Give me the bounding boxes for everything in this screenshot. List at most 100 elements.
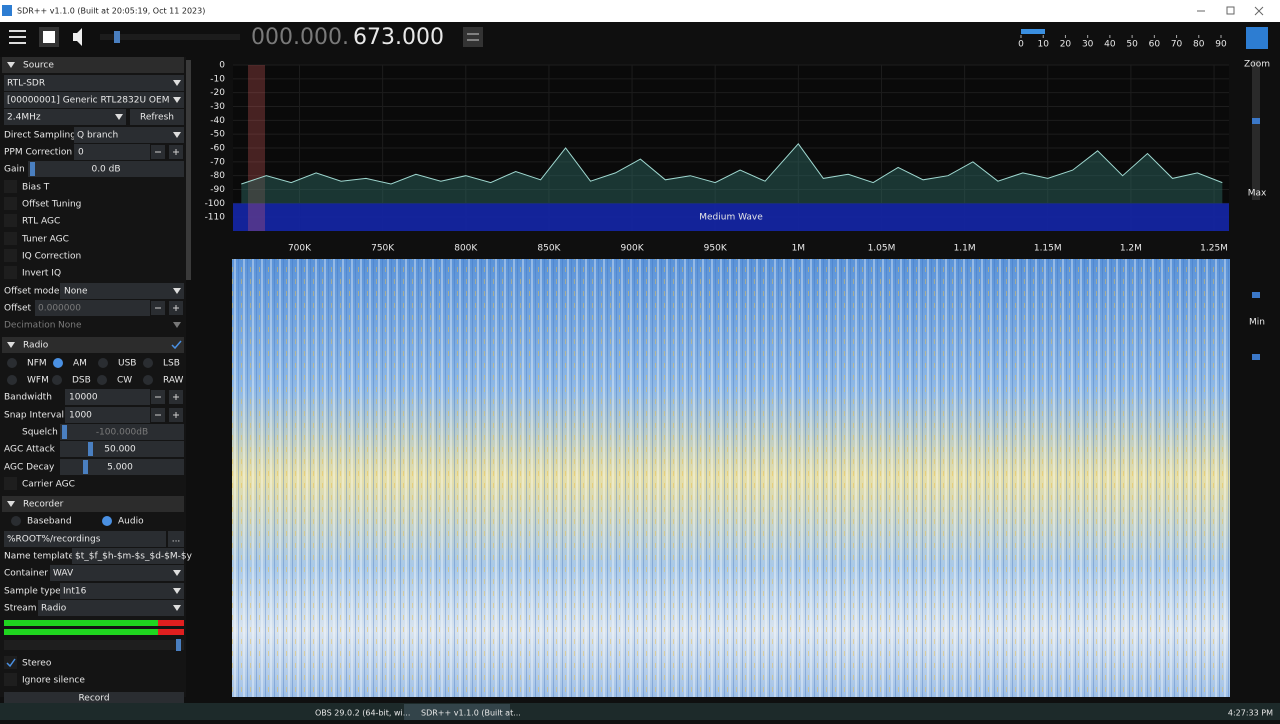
label: None — [58, 321, 82, 331]
label: Direct Sampling — [4, 131, 76, 141]
zoom-slider[interactable] — [1252, 60, 1260, 200]
y-tick-label: -40 — [210, 116, 225, 126]
label: [00000001] Generic RTL2832U OEM — [7, 96, 169, 106]
slider-handle[interactable] — [176, 639, 181, 651]
label: 0.0 dB — [91, 165, 120, 175]
input-box[interactable] — [60, 424, 184, 440]
label: 2.4MHz — [7, 113, 41, 123]
radio-button[interactable] — [7, 358, 17, 368]
dropdown-arrow — [173, 588, 181, 594]
dropdown-arrow — [173, 80, 181, 86]
slider-handle[interactable] — [88, 442, 93, 456]
input-box[interactable] — [4, 109, 126, 125]
mode-label: CW — [117, 376, 132, 386]
record-button[interactable] — [4, 692, 184, 703]
y-tick-label: -20 — [210, 88, 225, 98]
input-box[interactable] — [4, 531, 166, 547]
input-box[interactable] — [35, 300, 150, 316]
label: Stream — [4, 604, 37, 614]
checkbox[interactable] — [4, 477, 17, 490]
input-box[interactable] — [65, 389, 150, 405]
checkbox-label: Ignore silence — [22, 676, 85, 686]
x-tick-label: 750K — [371, 244, 395, 254]
x-tick-label: 1.25M — [1200, 244, 1228, 254]
input-box[interactable] — [4, 92, 184, 108]
input-box[interactable] — [74, 127, 184, 143]
radio-button[interactable] — [11, 516, 21, 526]
input-box[interactable] — [74, 144, 150, 160]
radio-button[interactable] — [102, 516, 112, 526]
mode-label: USB — [118, 359, 136, 369]
input-box[interactable] — [65, 407, 150, 423]
input-box[interactable] — [38, 600, 184, 616]
label: 1000 — [69, 411, 92, 421]
section-header[interactable] — [2, 57, 184, 73]
input-box[interactable] — [60, 283, 184, 299]
window-controls[interactable] — [1197, 6, 1264, 16]
button[interactable] — [168, 531, 184, 547]
radio-button[interactable] — [52, 375, 62, 385]
radio-button[interactable] — [97, 375, 107, 385]
scale-label: 10 — [1037, 40, 1049, 50]
section-header[interactable] — [2, 496, 184, 512]
radio-button[interactable] — [53, 358, 63, 368]
volume-handle[interactable] — [114, 31, 120, 43]
radio-button[interactable] — [7, 375, 17, 385]
min-handle[interactable] — [1252, 354, 1260, 360]
checkbox[interactable] — [4, 656, 17, 669]
radio-button[interactable] — [98, 358, 108, 368]
section-title: Source — [23, 61, 54, 71]
checkbox[interactable] — [4, 232, 17, 245]
input-box[interactable] — [60, 583, 184, 599]
radio-button[interactable] — [143, 375, 153, 385]
checkbox[interactable] — [4, 214, 17, 227]
taskbar-active-item[interactable] — [404, 704, 510, 720]
checkbox[interactable] — [4, 180, 17, 193]
volume-icon[interactable] — [73, 28, 82, 46]
label: AGC Decay — [4, 463, 55, 473]
menu-button[interactable] — [9, 30, 26, 44]
x-tick-label: 1M — [792, 244, 806, 254]
vfo-marker[interactable] — [248, 65, 265, 231]
volume-slider[interactable] — [100, 34, 240, 40]
panel-scrollbar[interactable] — [186, 60, 191, 280]
dropdown-arrow — [115, 114, 123, 120]
checkbox[interactable] — [4, 266, 17, 279]
spectrum-plot: 0 -10 -20 -30 -40 -50 -60 -70 -80 -90 -100 -110 700K… — [205, 61, 1229, 254]
mode-label: LSB — [163, 359, 180, 369]
input-box[interactable] — [28, 161, 184, 177]
window-title: SDR++ v1.1.0 (Built at 20:05:19, Oct 11 … — [17, 7, 205, 16]
slider-handle[interactable] — [30, 162, 35, 176]
checkbox[interactable] — [4, 249, 17, 262]
x-tick-label: 1.1M — [954, 244, 976, 254]
sdr-logo[interactable] — [1246, 27, 1268, 49]
input-box[interactable] — [72, 548, 184, 564]
slider-handle[interactable] — [83, 460, 88, 474]
mode-label: DSB — [72, 376, 91, 386]
y-tick-label: 0 — [219, 61, 225, 71]
input-box[interactable] — [50, 565, 184, 581]
radio-button[interactable] — [143, 358, 153, 368]
zoom-label: Zoom — [1244, 60, 1270, 70]
zoom-handle[interactable] — [1252, 118, 1260, 124]
input-box[interactable] — [4, 75, 184, 91]
checkbox-label: IQ Correction — [22, 252, 81, 262]
button[interactable] — [130, 109, 184, 125]
input-box[interactable] — [60, 459, 184, 475]
swap-button[interactable] — [463, 27, 483, 47]
slider-handle[interactable] — [62, 425, 67, 439]
taskbar — [0, 703, 1280, 720]
scale-label: 80 — [1193, 40, 1205, 50]
audio-meter-peak — [158, 629, 184, 635]
section-header[interactable] — [2, 337, 184, 353]
scale-label: 30 — [1082, 40, 1094, 50]
meter-slider[interactable] — [4, 640, 184, 650]
max-handle[interactable] — [1252, 292, 1260, 298]
checkbox-label: Invert IQ — [22, 269, 61, 279]
waterfall-texture — [232, 259, 1230, 697]
x-tick-label: 1.2M — [1120, 244, 1142, 254]
checkbox[interactable] — [4, 197, 17, 210]
checkbox[interactable] — [4, 673, 17, 686]
x-tick-label: 1.05M — [868, 244, 896, 254]
checkbox-label: Stereo — [22, 659, 52, 669]
